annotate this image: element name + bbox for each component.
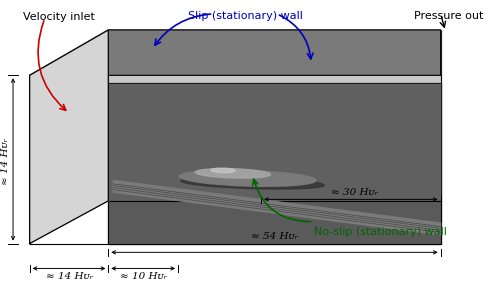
Text: Slip (stationary) wall: Slip (stationary) wall	[188, 11, 302, 21]
Polygon shape	[113, 180, 440, 235]
Text: No-slip (stationary) wall: No-slip (stationary) wall	[314, 228, 446, 238]
Text: ≈ 10 Hᴜᵣ: ≈ 10 Hᴜᵣ	[120, 272, 167, 281]
Ellipse shape	[211, 168, 236, 173]
Text: Pressure out: Pressure out	[414, 11, 483, 21]
Ellipse shape	[180, 177, 324, 189]
Polygon shape	[108, 201, 440, 243]
Polygon shape	[108, 83, 440, 201]
Text: ≈ 14 Hᴜᵣ: ≈ 14 Hᴜᵣ	[46, 272, 93, 281]
Text: Velocity inlet: Velocity inlet	[23, 12, 95, 22]
Ellipse shape	[180, 170, 316, 186]
Text: ≈ 14 Hᴜᵣ: ≈ 14 Hᴜᵣ	[1, 138, 10, 185]
Text: ≈ 54 Hᴜᵣ: ≈ 54 Hᴜᵣ	[251, 232, 298, 241]
Ellipse shape	[196, 168, 270, 178]
Polygon shape	[108, 30, 440, 201]
Text: ≈ 30 Hᴜᵣ: ≈ 30 Hᴜᵣ	[332, 188, 378, 197]
Polygon shape	[30, 30, 441, 75]
Polygon shape	[30, 30, 108, 243]
